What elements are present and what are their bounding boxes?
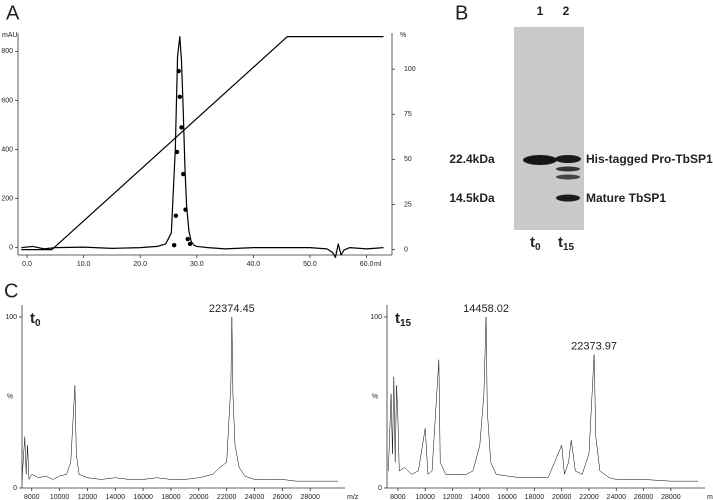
y-tick-label: 800 [1,48,13,55]
y2-axis-label: % [400,32,406,39]
lane-label: 2 [563,4,570,18]
x-tick-label: 8000 [390,494,406,500]
panel-label: C [4,280,18,302]
x-tick-label: 24000 [607,494,627,500]
x-tick-label: 22000 [217,494,237,500]
time-label: t0 [530,234,541,253]
x-tick-label: 28000 [661,494,681,500]
y2-tick-label: 100 [404,66,416,73]
x-tick-label: 12000 [443,494,463,500]
x-tick-label: 18000 [161,494,181,500]
x-tick-label: 26000 [634,494,654,500]
x-tick-label: 28000 [300,494,320,500]
x-tick-label: 26000 [273,494,293,500]
x-tick-label: 24000 [245,494,265,500]
x-tick-label: 8000 [24,494,40,500]
point [187,241,193,247]
label-sub: 0 [35,318,41,329]
x-tick-label: 12000 [78,494,98,500]
label-base: t [30,310,35,327]
series-line [21,36,384,259]
band [556,194,580,202]
time-base: t [530,234,535,251]
x-tick-label: 22000 [579,494,599,500]
x-tick-label: 14000 [106,494,126,500]
peak-label: 22374.45 [209,303,255,315]
y-tick-label: 0 [13,485,17,492]
x-tick-label: 10000 [415,494,435,500]
point [174,149,180,155]
y-tick-label: 400 [1,146,13,153]
lane-label: 1 [537,4,544,18]
y-tick-label: 0 [378,485,382,492]
spectrum-label: t15 [395,310,412,329]
spectrum-label: t0 [30,310,41,329]
x-tick-label: 60.0 [360,261,374,268]
label-base: t [395,310,400,327]
point [176,68,181,74]
x-tick-label: 40.0 [247,261,261,268]
peak-label: 22373.97 [571,341,617,353]
y-tick-label: 200 [1,195,13,202]
time-label: t15 [558,234,575,253]
x-axis-label: m/z [707,494,713,500]
x-tick-label: 20000 [189,494,209,500]
point [185,236,190,242]
band [556,174,580,180]
band [523,155,557,165]
x-tick-label: 10000 [50,494,70,500]
chart: 0.0 10.0 20.0 30.0 40.0 50.0 60.0 0 200 400 600 800… [1,32,415,268]
band [555,155,581,163]
gel: 1 2 22.4kDa 14.5kDa His-tagged Pro-TbSP1… [449,4,713,252]
point [183,207,188,212]
time-sub: 15 [563,242,575,253]
band-label: His-tagged Pro-TbSP1 [586,152,713,166]
x-tick-label: 20.0 [133,261,147,268]
x-tick-label: 14000 [470,494,490,500]
x-tick-label: 18000 [525,494,545,500]
y-tick-label: 100 [370,314,382,321]
x-tick-label: 30.0 [190,261,204,268]
y2-tick-label: 0 [404,246,408,253]
y-tick-label: 100 [5,314,17,321]
point [171,242,177,248]
y-tick-label: 0 [9,244,13,251]
time-sub: 0 [535,242,541,253]
time-base: t [558,234,563,251]
point [173,213,179,218]
x-tick-label: 50.0 [303,261,317,268]
chart: 8000 10000 12000 14000 16000 18000 20000 22000 2… [5,303,358,500]
x-tick-label: 0.0 [22,261,32,268]
y-axis-label: % [7,393,13,400]
y2-tick-label: 50 [404,156,412,163]
peak-label: 14458.02 [463,303,509,315]
y-tick-label: 600 [1,97,13,104]
series-line [21,316,339,482]
point [179,125,184,130]
x-axis-label: ml [374,261,382,268]
band-label: Mature TbSP1 [586,191,666,205]
series-line [21,36,384,251]
x-axis-label: m/z [347,494,359,500]
chart: 8000 10000 12000 14000 16000 18000 20000 22000 2… [370,303,713,500]
panel-label: B [455,2,468,24]
y-axis-label: % [372,393,378,400]
band [556,166,580,172]
panel-label: A [6,2,20,24]
x-tick-label: 16000 [497,494,517,500]
marker-label: 22.4kDa [449,152,495,166]
point [181,171,186,177]
x-tick-label: 10.0 [77,261,91,268]
label-sub: 15 [400,318,412,329]
marker-label: 14.5kDa [449,191,495,205]
series-line [388,316,699,482]
y2-tick-label: 75 [404,111,412,118]
y2-tick-label: 25 [404,201,412,208]
x-tick-label: 20000 [552,494,572,500]
point [177,94,183,99]
y-axis-label: mAU [2,32,18,39]
x-tick-label: 16000 [133,494,153,500]
